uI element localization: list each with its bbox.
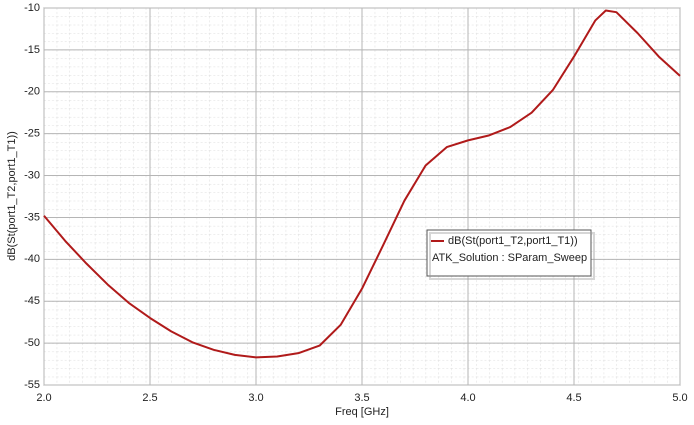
legend-entry: dB(St(port1_T2,port1_T1)) [448, 235, 578, 247]
y-tick-label: -10 [24, 2, 40, 14]
y-tick-label: -40 [24, 253, 40, 265]
y-tick-label: -35 [24, 211, 40, 223]
x-axis-label: Freq [GHz] [335, 406, 389, 418]
y-tick-label: -15 [24, 44, 40, 56]
series-line [43, 9, 681, 359]
x-tick-label: 5.0 [672, 392, 687, 404]
legend-box [426, 229, 592, 277]
y-tick-label: -55 [24, 379, 40, 391]
legend-shadow [429, 232, 595, 280]
x-tick-label: 3.0 [248, 392, 263, 404]
y-tick-label: -50 [24, 337, 40, 349]
y-tick-label: -25 [24, 128, 40, 140]
legend: dB(St(port1_T2,port1_T1)) ATK_Solution :… [426, 229, 595, 280]
y-tick-label: -45 [24, 295, 40, 307]
y-tick-label: -20 [24, 86, 40, 98]
legend-note: ATK_Solution : SParam_Sweep [432, 252, 587, 264]
y-axis-label: dB(St(port1_T2,port1_T1)) [6, 131, 18, 261]
x-tick-label: 2.5 [142, 392, 157, 404]
x-tick-label: 2.0 [36, 392, 51, 404]
x-tick-label: 4.5 [566, 392, 581, 404]
x-tick-label: 4.0 [460, 392, 475, 404]
x-tick-label: 3.5 [354, 392, 369, 404]
y-tick-label: -30 [24, 169, 40, 181]
